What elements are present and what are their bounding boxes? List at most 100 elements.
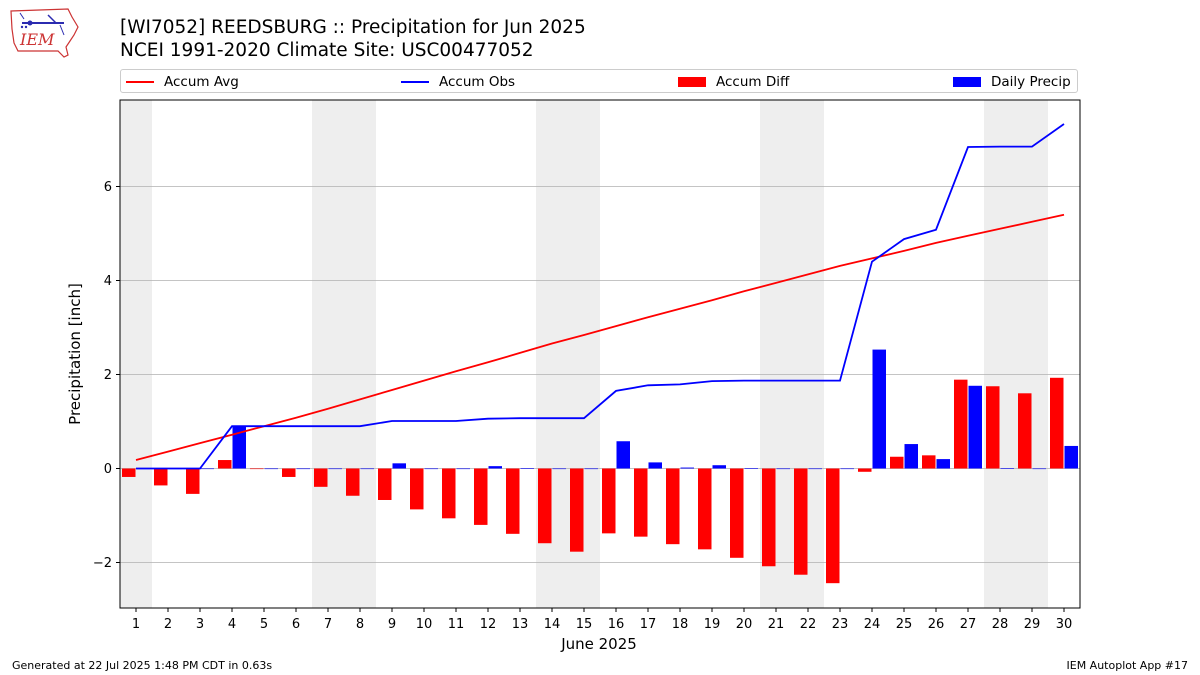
x-tick-label: 23 [832, 617, 849, 632]
accum-diff-bar [762, 468, 776, 567]
accum-diff-bar [218, 460, 232, 469]
daily-precip-bar [264, 468, 278, 470]
daily-precip-bar [424, 468, 438, 470]
legend-item-accum-obs: Accum Obs [401, 73, 515, 91]
x-tick-label: 28 [992, 617, 1009, 632]
footer-generated-text: Generated at 22 Jul 2025 1:48 PM CDT in … [12, 659, 273, 672]
accum-diff-bar [1018, 393, 1032, 469]
iem-logo: IEM [10, 8, 79, 58]
daily-precip-bar [744, 468, 758, 469]
weekend-shading [120, 100, 1048, 608]
accum-lines [135, 123, 1065, 470]
x-tick-label: 25 [896, 617, 913, 632]
x-tick-label: 29 [1024, 617, 1041, 632]
daily-precip-bars [136, 349, 1078, 470]
accum-diff-bar [570, 468, 584, 552]
iowa-state-outline [10, 8, 79, 58]
x-tick-label: 9 [388, 617, 396, 632]
y-tick-label: 4 [104, 274, 112, 289]
accum-diff-bar [698, 468, 712, 550]
daily-precip-bar [808, 468, 822, 470]
x-tick-label: 1 [132, 617, 140, 632]
accum-diff-bar [474, 468, 488, 525]
accum-diff-bar [506, 468, 520, 534]
accum-diff-bar [442, 468, 456, 519]
accum-diff-bar [1050, 377, 1064, 469]
x-tick-label: 18 [672, 617, 689, 632]
x-axis-label: June 2025 [560, 635, 637, 653]
accum-diff-bar [890, 456, 904, 469]
x-tick-label: 16 [608, 617, 625, 632]
daily-precip-bar [200, 468, 214, 470]
accum-diff-bar [666, 468, 680, 545]
x-tick-label: 11 [448, 617, 465, 632]
x-tick-label: 3 [196, 617, 204, 632]
accum-diff-bar [922, 455, 936, 469]
legend: Accum Avg Accum Obs Accum Diff Daily Pre… [120, 69, 1078, 93]
daily-precip-bar [392, 463, 406, 469]
accum-diff-bar [986, 386, 1000, 469]
accum-diff-bar [186, 468, 200, 494]
accum-diff-bar [858, 468, 872, 472]
x-tick-label: 20 [736, 617, 753, 632]
daily-precip-bar [584, 468, 598, 470]
daily-precip-bar [776, 468, 790, 470]
x-tick-label: 7 [324, 617, 332, 632]
y-tick-label: 0 [104, 462, 112, 477]
x-tick-label: 4 [228, 617, 236, 632]
daily-precip-bar [1032, 468, 1046, 470]
accum-diff-bar [378, 468, 392, 500]
footer-app-text: IEM Autoplot App #17 [1066, 659, 1189, 672]
legend-swatch-accum-obs [401, 81, 429, 83]
accum-diff-bar [602, 468, 616, 534]
x-tick-label: 26 [928, 617, 945, 632]
x-tick-label: 5 [260, 617, 268, 632]
accum-diff-bar [250, 468, 264, 470]
x-tick-label: 17 [640, 617, 657, 632]
accum-diff-bar [730, 468, 744, 558]
weekend-shade [312, 100, 376, 608]
y-tick-label: −2 [93, 556, 112, 571]
chart-title: [WI7052] REEDSBURG :: Precipitation for … [120, 17, 586, 38]
accum-diff-bar [346, 468, 360, 496]
accum-diff-bar [314, 468, 328, 487]
plot-frame [119, 99, 1081, 609]
x-tick-label: 30 [1056, 617, 1073, 632]
daily-precip-bar [936, 459, 950, 469]
y-tick-label: 2 [104, 368, 112, 383]
accum-avg-line [135, 213, 1065, 461]
accum-diff-bar [154, 468, 168, 486]
x-tick-label: 14 [544, 617, 561, 632]
legend-label-accum-diff: Accum Diff [716, 74, 790, 90]
x-tick-label: 12 [480, 617, 497, 632]
accum-obs-line [136, 123, 1065, 470]
daily-precip-bar [520, 468, 534, 469]
chart-subtitle: NCEI 1991-2020 Climate Site: USC00477052 [120, 40, 534, 61]
x-tick-label: 27 [960, 617, 977, 632]
accum-diff-bar [122, 468, 136, 477]
logo-text: IEM [19, 30, 55, 49]
accum-diff-bar [634, 468, 648, 537]
y-tick-label: 6 [104, 180, 112, 195]
daily-precip-bar [328, 468, 342, 470]
accum-diff-bars [122, 377, 1064, 584]
accum-diff-bar [410, 468, 424, 510]
daily-precip-bar [1000, 468, 1014, 469]
legend-item-daily-precip: Daily Precip [953, 73, 1071, 91]
weekend-shade [984, 100, 1048, 608]
daily-precip-bar [1064, 445, 1078, 469]
daily-precip-bar [232, 426, 246, 469]
legend-label-accum-avg: Accum Avg [164, 74, 239, 90]
x-tick-label: 10 [416, 617, 433, 632]
accum-diff-bar [282, 468, 296, 477]
legend-item-accum-avg: Accum Avg [126, 73, 239, 91]
legend-swatch-accum-avg [126, 81, 154, 83]
daily-precip-bar [296, 468, 310, 470]
accum-diff-bar [826, 468, 840, 584]
legend-label-accum-obs: Accum Obs [439, 74, 516, 90]
daily-precip-bar [840, 468, 854, 470]
daily-precip-bar [712, 465, 726, 469]
legend-swatch-daily-precip [953, 77, 981, 87]
y-axis-label: Precipitation [inch] [66, 283, 84, 425]
daily-precip-bar [904, 444, 918, 469]
